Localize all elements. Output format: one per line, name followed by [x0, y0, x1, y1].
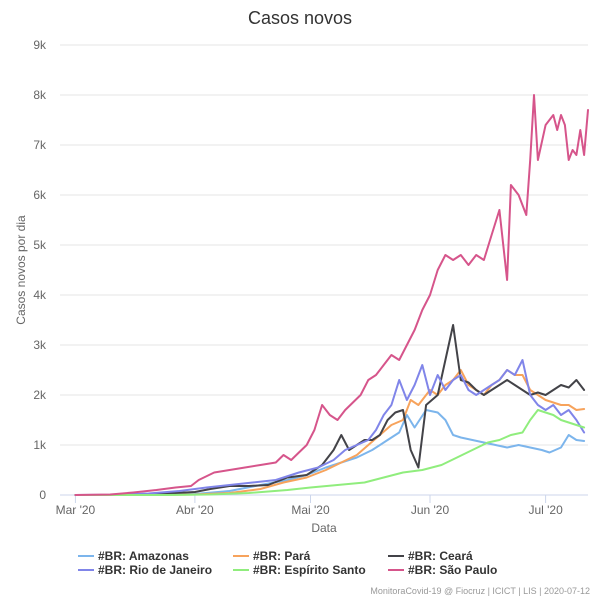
chart-title: Casos novos	[248, 8, 352, 28]
y-tick-label: 5k	[33, 238, 47, 252]
y-tick-label: 6k	[33, 188, 47, 202]
series-lines	[74, 94, 589, 496]
y-tick-label: 1k	[33, 438, 47, 452]
y-tick-label: 3k	[33, 338, 47, 352]
series-line-4[interactable]	[74, 409, 586, 496]
y-axis-title: Casos novos por dia	[14, 215, 28, 325]
legend-item[interactable]: #BR: Rio de Janeiro	[78, 563, 212, 577]
x-tick-label: Jun '20	[411, 503, 450, 517]
y-tick-label: 8k	[33, 88, 47, 102]
series-line-2[interactable]	[74, 324, 586, 496]
legend-label: #BR: São Paulo	[408, 563, 497, 577]
legend-label: #BR: Amazonas	[98, 549, 189, 563]
x-axis: Mar '20 Abr '20 Mai '20 Jun '20 Jul '20	[56, 494, 588, 517]
y-axis: 0 1k 2k 3k 4k 5k 6k 7k 8k 9k	[33, 38, 47, 502]
x-tick-label: Abr '20	[176, 503, 214, 517]
legend-item[interactable]: #BR: Ceará	[388, 549, 473, 563]
legend-label: #BR: Espírito Santo	[253, 563, 366, 577]
legend-item[interactable]: #BR: Amazonas	[78, 549, 189, 563]
grid-lines	[60, 44, 588, 496]
legend-item[interactable]: #BR: São Paulo	[388, 563, 497, 577]
legend-label: #BR: Rio de Janeiro	[98, 563, 212, 577]
legend-label: #BR: Pará	[253, 549, 311, 563]
series-line-1[interactable]	[74, 369, 586, 496]
legend-label: #BR: Ceará	[408, 549, 473, 563]
x-tick-label: Jul '20	[528, 503, 563, 517]
series-line-3[interactable]	[74, 359, 586, 496]
y-tick-label: 7k	[33, 138, 47, 152]
series-line-5[interactable]	[74, 94, 589, 496]
y-tick-label: 9k	[33, 38, 47, 52]
legend-item[interactable]: #BR: Pará	[233, 549, 311, 563]
series-line-0[interactable]	[74, 409, 586, 496]
legend-item[interactable]: #BR: Espírito Santo	[233, 563, 366, 577]
x-axis-title: Data	[311, 521, 337, 535]
y-tick-label: 2k	[33, 388, 47, 402]
y-tick-label: 4k	[33, 288, 47, 302]
credits[interactable]: MonitoraCovid-19 @ Fiocruz | ICICT | LIS…	[370, 586, 590, 596]
x-tick-label: Mar '20	[56, 503, 96, 517]
x-tick-label: Mai '20	[291, 503, 330, 517]
y-tick-label: 0	[39, 488, 46, 502]
legend: #BR: Amazonas #BR: Pará #BR: Ceará #BR: Rio…	[78, 549, 497, 577]
